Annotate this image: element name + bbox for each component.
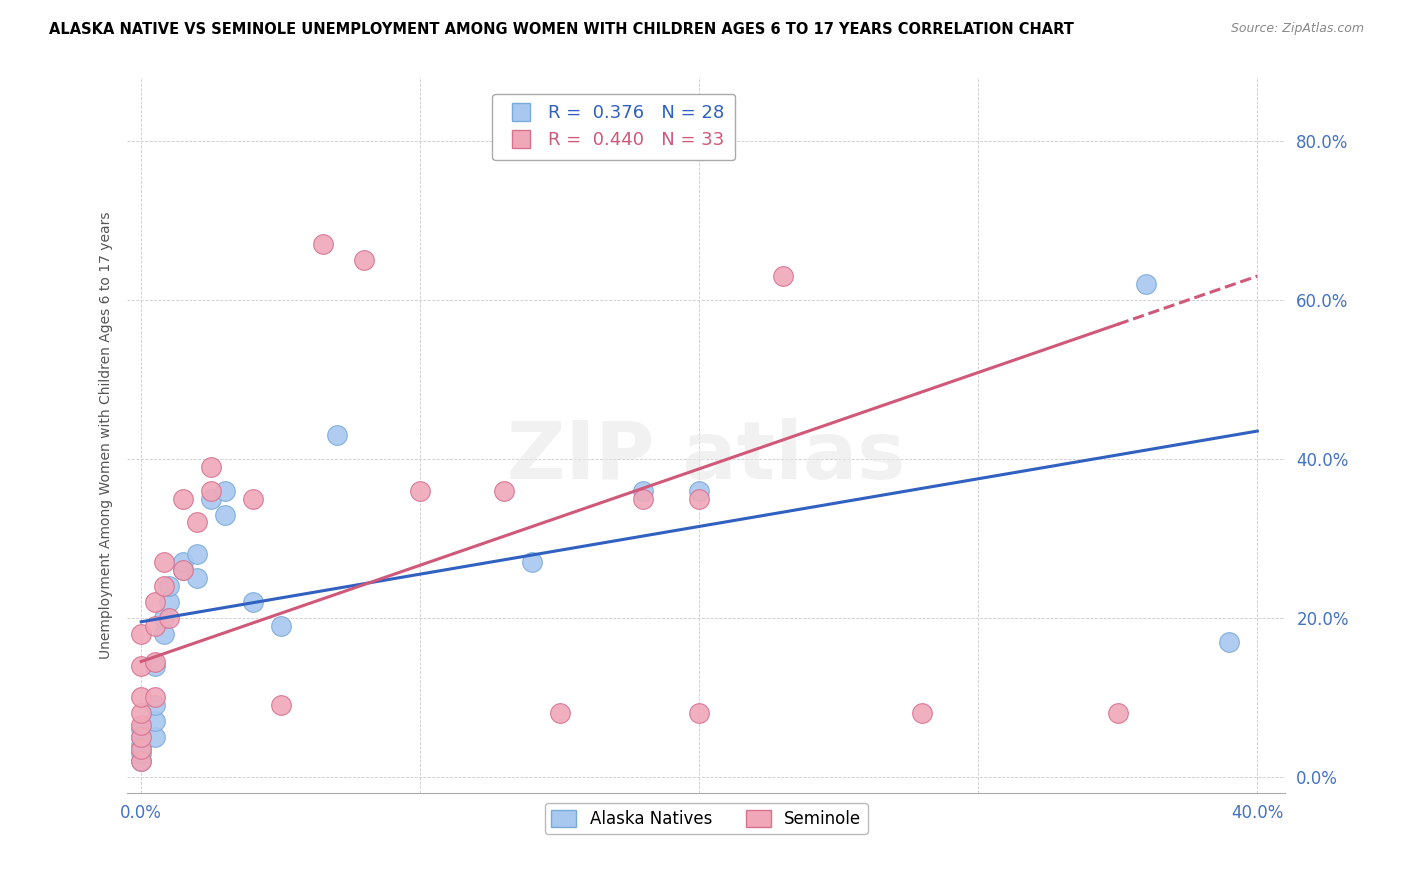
Point xyxy=(143,658,166,673)
Point xyxy=(172,563,194,577)
Point xyxy=(157,579,180,593)
Point xyxy=(214,508,236,522)
Point xyxy=(492,483,515,498)
Point xyxy=(129,658,152,673)
Point xyxy=(129,754,152,768)
Point xyxy=(143,730,166,744)
Point xyxy=(548,706,571,721)
Point xyxy=(200,483,222,498)
Point xyxy=(242,491,264,506)
Point xyxy=(157,595,180,609)
Point xyxy=(325,428,347,442)
Point xyxy=(200,459,222,474)
Point xyxy=(129,722,152,736)
Point xyxy=(129,706,152,721)
Point xyxy=(311,237,333,252)
Point xyxy=(143,619,166,633)
Text: ALASKA NATIVE VS SEMINOLE UNEMPLOYMENT AMONG WOMEN WITH CHILDREN AGES 6 TO 17 YE: ALASKA NATIVE VS SEMINOLE UNEMPLOYMENT A… xyxy=(49,22,1074,37)
Point xyxy=(214,483,236,498)
Point xyxy=(143,698,166,713)
Legend: Alaska Natives, Seminole: Alaska Natives, Seminole xyxy=(544,803,868,834)
Point xyxy=(520,555,543,569)
Point xyxy=(172,491,194,506)
Point xyxy=(633,491,655,506)
Point xyxy=(129,718,152,732)
Point xyxy=(129,730,152,744)
Point xyxy=(1218,634,1240,648)
Point xyxy=(157,611,180,625)
Point xyxy=(688,483,710,498)
Point xyxy=(129,738,152,752)
Point xyxy=(129,754,152,768)
Point xyxy=(143,655,166,669)
Point xyxy=(152,611,174,625)
Text: ZIP atlas: ZIP atlas xyxy=(508,417,905,495)
Point xyxy=(172,555,194,569)
Point xyxy=(1107,706,1129,721)
Point xyxy=(409,483,432,498)
Point xyxy=(129,746,152,760)
Point xyxy=(152,579,174,593)
Point xyxy=(633,483,655,498)
Point xyxy=(129,730,152,744)
Point xyxy=(242,595,264,609)
Point xyxy=(143,690,166,705)
Point xyxy=(129,690,152,705)
Text: Source: ZipAtlas.com: Source: ZipAtlas.com xyxy=(1230,22,1364,36)
Point xyxy=(143,714,166,728)
Point xyxy=(186,571,208,585)
Point xyxy=(1135,277,1157,291)
Point xyxy=(270,698,292,713)
Point xyxy=(129,742,152,756)
Point xyxy=(186,516,208,530)
Point xyxy=(172,563,194,577)
Point xyxy=(152,555,174,569)
Point xyxy=(129,626,152,640)
Y-axis label: Unemployment Among Women with Children Ages 6 to 17 years: Unemployment Among Women with Children A… xyxy=(100,211,114,659)
Point xyxy=(152,626,174,640)
Point xyxy=(688,706,710,721)
Point xyxy=(911,706,934,721)
Point xyxy=(772,269,794,284)
Point xyxy=(353,253,375,268)
Point xyxy=(143,595,166,609)
Point xyxy=(688,491,710,506)
Point xyxy=(200,491,222,506)
Point xyxy=(186,547,208,561)
Point xyxy=(270,619,292,633)
